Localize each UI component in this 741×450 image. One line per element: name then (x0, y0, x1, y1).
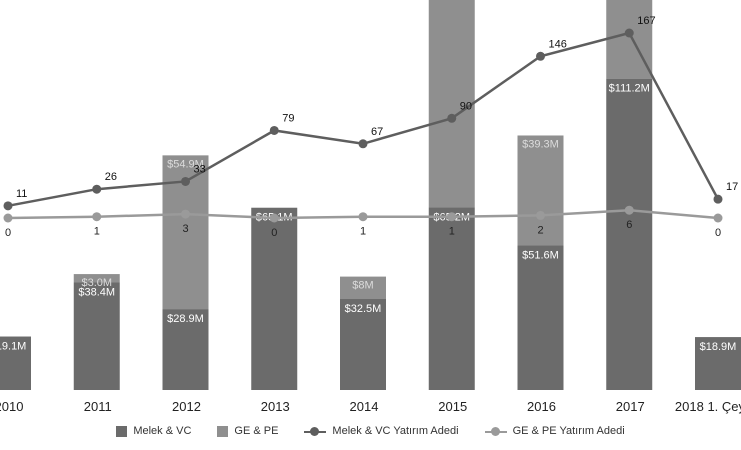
legend-swatch-ge-pe-count (484, 426, 507, 437)
legend-label-ge-pe-count: GE & PE Yatırım Adedi (512, 425, 625, 437)
data-label-melek-vc-2011: $38.4M (78, 286, 115, 298)
x-tick-2014: 2014 (350, 399, 379, 414)
point-ge-pe-count-2018 1. Çeyrek (713, 213, 723, 223)
bar-ge-pe-2016 (517, 135, 564, 246)
count-label-ge-pe-2013: 0 (271, 227, 277, 239)
count-label-ge-pe-2010: 0 (5, 227, 11, 239)
point-ge-pe-count-2011 (92, 212, 102, 222)
point-ge-pe-count-2015 (447, 212, 457, 222)
point-melek-vc-count-2017 (624, 28, 634, 38)
point-ge-pe-count-2012 (181, 209, 190, 219)
bar-ge-pe-2015 (428, 0, 475, 208)
x-tick-2012: 2012 (172, 399, 201, 414)
legend-item-ge-pe-count[interactable]: GE & PE Yatırım Adedi (484, 425, 625, 437)
legend-swatch-ge-pe (217, 425, 229, 437)
legend-label-melek-vc: Melek & VC (133, 425, 192, 437)
x-tick-2010: 2010 (0, 399, 23, 414)
count-label-ge-pe-2012: 3 (182, 223, 188, 235)
point-melek-vc-count-2015 (447, 113, 457, 123)
x-tick-2015: 2015 (438, 399, 467, 414)
point-melek-vc-count-2016 (536, 51, 545, 61)
point-melek-vc-count-2013 (269, 125, 279, 135)
point-ge-pe-count-2014 (358, 212, 368, 222)
point-melek-vc-count-2018 1. Çeyrek (713, 194, 723, 204)
legend: Melek & VC GE & PE Melek & VC Yatırım Ad… (0, 420, 741, 442)
data-label-ge-pe-2011: $3.0M (81, 277, 112, 289)
chart: $19.1M$38.4M$3.0M$28.9M$54.9M$65.1M$32.5… (0, 0, 741, 414)
count-label-melek-vc-2013: 79 (282, 112, 294, 124)
count-label-melek-vc-2015: 90 (460, 100, 472, 112)
x-tick-2016: 2016 (527, 399, 556, 414)
bar-ge-pe-2017 (606, 0, 653, 79)
x-tick-2011: 2011 (84, 399, 112, 414)
count-label-ge-pe-2011: 1 (94, 226, 100, 238)
point-ge-pe-count-2017 (624, 205, 634, 215)
bar-melek-vc-2017 (606, 78, 653, 390)
count-label-melek-vc-2012: 33 (194, 163, 206, 175)
count-label-melek-vc-2016: 146 (549, 38, 567, 50)
bar-ge-pe-2014 (340, 276, 386, 299)
data-label-melek-vc-2017: $111.2M (609, 83, 650, 95)
point-ge-pe-count-2013 (269, 213, 279, 223)
bar-melek-vc-2014 (340, 299, 386, 390)
x-tick-2017: 2017 (616, 399, 645, 414)
count-label-melek-vc-2011: 26 (105, 171, 117, 183)
bar-melek-vc-2015 (428, 207, 475, 390)
data-label-ge-pe-2016: $39.3M (522, 138, 559, 150)
bar-melek-vc-2013 (251, 207, 298, 390)
legend-swatch-melek-vc-count (304, 426, 327, 437)
legend-item-melek-vc[interactable]: Melek & VC (116, 425, 191, 437)
count-label-ge-pe-2015: 1 (449, 226, 455, 238)
legend-label-melek-vc-count: Melek & VC Yatırım Adedi (332, 425, 459, 437)
legend-swatch-melek-vc (116, 425, 128, 437)
legend-label-ge-pe: GE & PE (234, 425, 279, 437)
point-melek-vc-count-2011 (92, 184, 102, 194)
point-melek-vc-count-2010 (3, 201, 13, 211)
x-tick-2013: 2013 (261, 399, 290, 414)
data-label-melek-vc-2012: $28.9M (167, 313, 204, 325)
point-ge-pe-count-2010 (3, 213, 13, 223)
bar-melek-vc-2012 (162, 309, 209, 390)
bar-melek-vc-2018 1. Çeyrek (695, 337, 741, 390)
point-melek-vc-count-2014 (358, 139, 368, 149)
count-label-melek-vc-2010: 11 (16, 188, 27, 200)
bar-melek-vc-2016 (517, 245, 564, 390)
legend-item-ge-pe[interactable]: GE & PE (217, 425, 278, 437)
bar-melek-vc-2010 (0, 336, 31, 390)
count-label-ge-pe-2018 1. Çeyrek: 0 (715, 227, 721, 239)
data-label-ge-pe-2012: $54.9M (167, 158, 204, 170)
x-tick-2018 1. Çeyrek: 2018 1. Çeyrek (675, 399, 741, 414)
point-melek-vc-count-2012 (181, 176, 190, 186)
bar-melek-vc-2011 (73, 282, 120, 390)
count-label-ge-pe-2016: 2 (537, 224, 543, 236)
count-label-ge-pe-2017: 6 (626, 219, 632, 231)
data-label-melek-vc-2010: $19.1M (0, 341, 26, 353)
data-label-ge-pe-2014: $8M (352, 280, 373, 292)
legend-item-melek-vc-count[interactable]: Melek & VC Yatırım Adedi (304, 425, 459, 437)
count-label-melek-vc-2014: 67 (371, 126, 383, 138)
data-label-melek-vc-2016: $51.6M (522, 250, 559, 262)
count-label-melek-vc-2018 1. Çeyrek: 17 (726, 181, 738, 193)
data-label-melek-vc-2018 1. Çeyrek: $18.9M (700, 341, 737, 353)
count-label-ge-pe-2014: 1 (360, 226, 366, 238)
point-ge-pe-count-2016 (536, 210, 545, 220)
bar-ge-pe-2011 (73, 274, 120, 283)
count-label-melek-vc-2017: 167 (637, 15, 655, 27)
data-label-melek-vc-2014: $32.5M (345, 303, 382, 315)
